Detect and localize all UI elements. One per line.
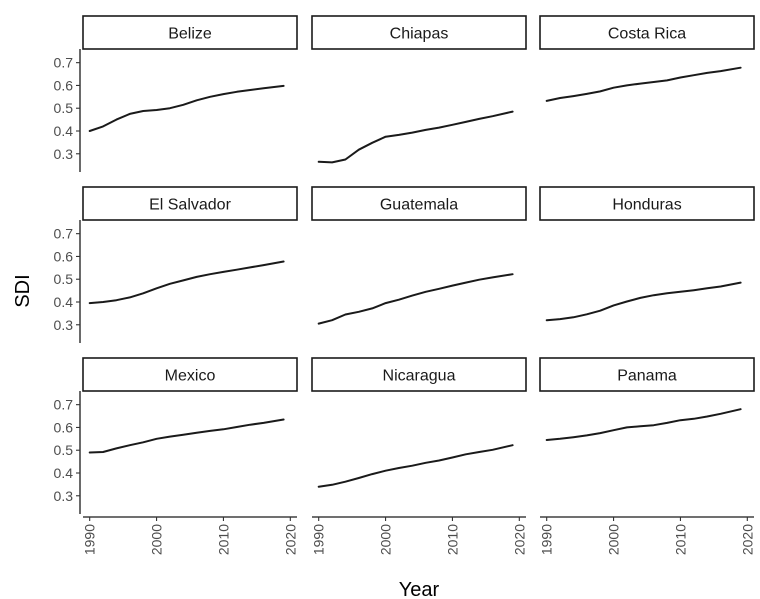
facet-strip bbox=[311, 186, 527, 221]
facet-strip-label: Belize bbox=[168, 26, 212, 43]
y-tick-label: 0.7 bbox=[54, 397, 74, 413]
y-tick-label: 0.6 bbox=[54, 419, 74, 435]
facet-panel: Mexico bbox=[82, 357, 298, 454]
facet-strip bbox=[82, 186, 298, 221]
x-tick-label: 2000 bbox=[149, 524, 165, 555]
facet-panel: Guatemala bbox=[311, 186, 527, 325]
y-tick-label: 0.3 bbox=[54, 317, 74, 333]
x-axes: 1990 2000 2010 2020 1990 2000 2010 2020 1990 2000… bbox=[82, 516, 755, 555]
facet-strip bbox=[311, 357, 527, 392]
facet-strip-label: Guatemala bbox=[380, 197, 458, 214]
x-tick-label: 1990 bbox=[311, 524, 327, 555]
x-tick-label: 2020 bbox=[282, 524, 298, 555]
x-tick-label: 2010 bbox=[215, 524, 231, 555]
facet-strip-label: Honduras bbox=[612, 197, 681, 214]
y-tick-label: 0.5 bbox=[54, 271, 74, 287]
facet-panel: El Salvador bbox=[82, 186, 298, 305]
series-line bbox=[317, 444, 514, 488]
y-axes: 0.3 0.4 0.5 0.6 0.7 0.3 0.4 0.5 0.6 0.7 0.3 0.4 0.5 0… bbox=[54, 49, 81, 514]
series-line bbox=[88, 418, 285, 454]
facet-strip bbox=[539, 357, 755, 392]
series-line bbox=[317, 273, 514, 325]
facet-strip bbox=[311, 15, 527, 50]
y-tick-label: 0.4 bbox=[54, 294, 74, 310]
y-tick-label: 0.3 bbox=[54, 488, 74, 504]
facet-panel: Honduras bbox=[539, 186, 755, 322]
facet-panel: Belize bbox=[82, 15, 298, 132]
y-tick-label: 0.7 bbox=[54, 55, 74, 71]
facet-strip-label: Mexico bbox=[165, 368, 216, 385]
x-tick-label: 2020 bbox=[511, 524, 527, 555]
y-tick-label: 0.5 bbox=[54, 100, 74, 116]
series-line bbox=[88, 84, 285, 132]
facet-strip bbox=[82, 15, 298, 50]
y-tick-label: 0.4 bbox=[54, 465, 74, 481]
facet-strip-label: El Salvador bbox=[149, 197, 231, 214]
x-tick-label: 2020 bbox=[739, 524, 755, 555]
facet-strip-label: Panama bbox=[617, 368, 677, 385]
y-tick-label: 0.4 bbox=[54, 123, 74, 139]
series-line bbox=[317, 110, 514, 164]
series-line bbox=[545, 408, 742, 441]
x-tick-label: 2010 bbox=[444, 524, 460, 555]
series-line bbox=[545, 66, 742, 102]
facet-panel: Nicaragua bbox=[311, 357, 527, 488]
facet-panels: Belize Chiapas Costa Rica El Salvador Guatem… bbox=[82, 15, 755, 488]
y-tick-label: 0.3 bbox=[54, 146, 74, 162]
x-tick-label: 2010 bbox=[672, 524, 688, 555]
y-tick-label: 0.6 bbox=[54, 77, 74, 93]
y-tick-label: 0.7 bbox=[54, 226, 74, 242]
x-tick-label: 2000 bbox=[606, 524, 622, 555]
facet-panel: Costa Rica bbox=[539, 15, 755, 102]
series-line bbox=[545, 281, 742, 322]
facet-panel: Panama bbox=[539, 357, 755, 441]
y-tick-label: 0.5 bbox=[54, 442, 74, 458]
facet-strip bbox=[539, 186, 755, 221]
facet-strip bbox=[82, 357, 298, 392]
facet-strip bbox=[539, 15, 755, 50]
facet-strip-label: Nicaragua bbox=[383, 368, 456, 385]
facet-strip-label: Costa Rica bbox=[608, 26, 686, 43]
series-line bbox=[88, 260, 285, 305]
x-tick-label: 1990 bbox=[539, 524, 555, 555]
facet-panel: Chiapas bbox=[311, 15, 527, 164]
x-tick-label: 2000 bbox=[378, 524, 394, 555]
x-tick-label: 1990 bbox=[82, 524, 98, 555]
y-axis-title: SDI bbox=[12, 274, 34, 307]
y-tick-label: 0.6 bbox=[54, 248, 74, 264]
facet-strip-label: Chiapas bbox=[390, 26, 449, 43]
x-axis-title: Year bbox=[399, 579, 440, 599]
